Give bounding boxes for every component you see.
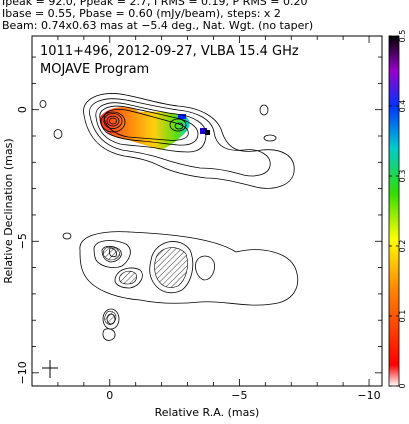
axis-ticks: 0 −5 −10 0 −5 −10: [16, 36, 382, 402]
chart-subtitle: MOJAVE Program: [40, 62, 149, 77]
chart-title: 1011+496, 2012-09-27, VLBA 15.4 GHz: [40, 44, 299, 59]
beam-marker: [42, 360, 58, 378]
x-tick-label: −5: [231, 389, 247, 402]
x-tick-label: 0: [106, 389, 113, 402]
header-line-1: Ipeak = 92.0, Ppeak = 2.7, I RMS = 0.19,…: [2, 0, 308, 8]
y-tick-label: 0: [16, 106, 29, 113]
colorbar-tick-label: 0.2: [398, 240, 407, 253]
intensity-contours: [39, 93, 298, 341]
y-tick-label: −5: [16, 233, 29, 249]
x-axis-label: Relative R.A. (mas): [155, 406, 260, 419]
colorbar-tick-label: 0.3: [398, 170, 407, 183]
plot-frame: [31, 35, 383, 387]
polarization-overlay: [100, 107, 210, 150]
colorbar-tick-label: 0.1: [398, 310, 407, 323]
colorbar-ticks: 0 0.1 0.2 0.3 0.4 0.5: [389, 30, 407, 389]
colorbar: [388, 35, 400, 387]
y-axis-label: Relative Declination (mas): [2, 138, 15, 283]
x-tick-label: −10: [357, 389, 380, 402]
colorbar-tick-label: 0: [398, 383, 407, 388]
y-tick-label: −10: [16, 361, 29, 384]
colorbar-tick-label: 0.4: [398, 100, 407, 113]
header-line-3: Beam: 0.74x0.63 mas at −5.4 deg., Nat. W…: [2, 19, 314, 32]
header-line-2: Ibase = 0.55, Pbase = 0.60 (mJy/beam), s…: [2, 7, 281, 20]
colorbar-tick-label: 0.5: [398, 30, 407, 43]
hatched-regions: [102, 246, 188, 325]
